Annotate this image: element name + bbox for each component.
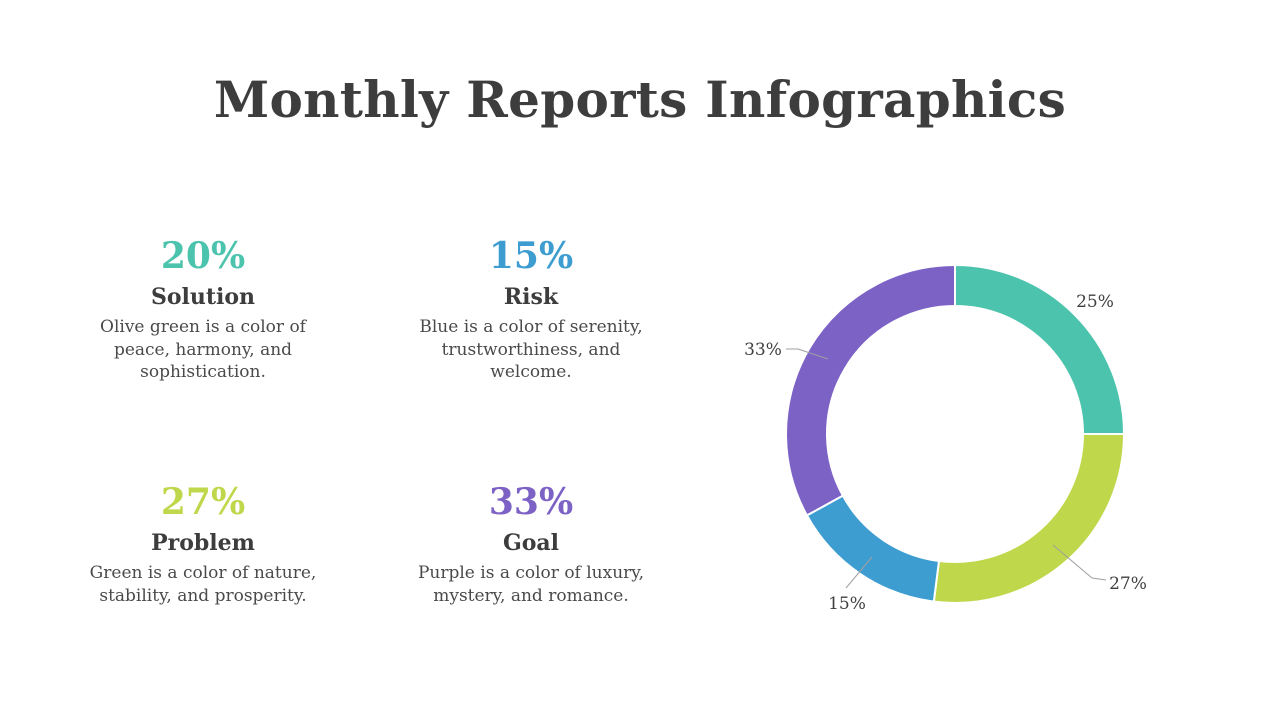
label-leader-line	[845, 556, 873, 589]
donut-slice	[805, 494, 941, 603]
stat-description: Olive green is a color of peace, harmony…	[100, 317, 306, 382]
stat-percent: 20%	[160, 235, 246, 277]
stat-percent: 15%	[488, 235, 574, 277]
label-leader-line	[1052, 544, 1107, 581]
stat-card-solution: 20% Solution Olive green is a color of p…	[73, 236, 333, 384]
slice-label: 25%	[1076, 292, 1114, 312]
stat-percent: 27%	[160, 481, 246, 523]
slice-label: 33%	[744, 340, 782, 360]
donut-slice	[785, 263, 956, 517]
stat-label: Goal	[502, 530, 560, 556]
stat-label: Solution	[150, 284, 256, 310]
stat-description: Purple is a color of luxury, mystery, an…	[417, 563, 645, 606]
donut-slice	[954, 263, 1126, 435]
stat-description: Green is a color of nature, stability, a…	[89, 563, 317, 606]
stat-label: Risk	[503, 284, 559, 310]
slice-label: 15%	[828, 594, 866, 614]
page-title: Monthly Reports Infographics	[213, 70, 1067, 129]
stat-percent: 33%	[488, 481, 574, 523]
stat-card-risk: 15% Risk Blue is a color of serenity, tr…	[401, 236, 661, 384]
stat-label: Problem	[151, 530, 255, 556]
stat-card-problem: 27% Problem Green is a color of nature, …	[73, 482, 333, 607]
stat-card-goal: 33% Goal Purple is a color of luxury, my…	[401, 482, 661, 607]
label-leader-line	[786, 348, 829, 360]
donut-slice	[932, 433, 1126, 604]
slice-label: 27%	[1109, 574, 1147, 594]
stat-description: Blue is a color of serenity, trustworthi…	[419, 317, 643, 382]
